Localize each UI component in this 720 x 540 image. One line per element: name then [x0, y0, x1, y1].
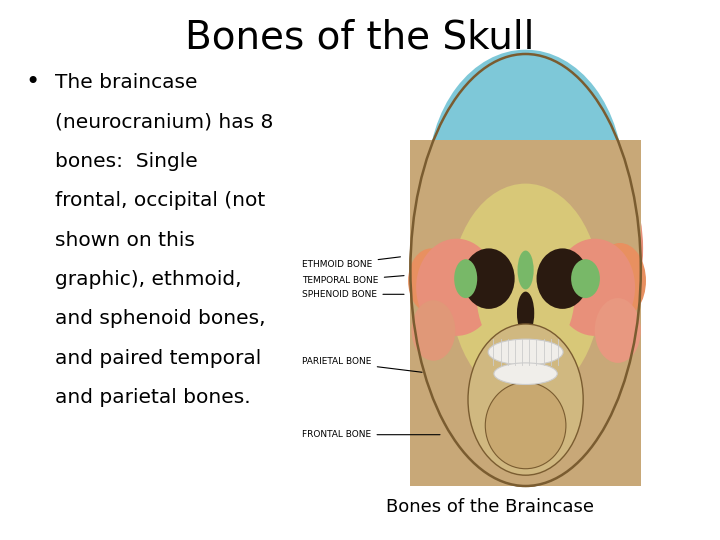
- Ellipse shape: [414, 178, 472, 319]
- FancyBboxPatch shape: [410, 184, 641, 486]
- Text: and paired temporal: and paired temporal: [55, 349, 261, 368]
- Text: Bones of the Skull: Bones of the Skull: [185, 19, 535, 57]
- Ellipse shape: [549, 150, 641, 312]
- Text: PARIETAL BONE: PARIETAL BONE: [302, 357, 422, 372]
- Text: shown on this: shown on this: [55, 231, 195, 249]
- Ellipse shape: [574, 173, 643, 324]
- Text: and parietal bones.: and parietal bones.: [55, 388, 251, 407]
- Ellipse shape: [595, 298, 641, 363]
- Ellipse shape: [518, 251, 534, 289]
- Text: graphic), ethmoid,: graphic), ethmoid,: [55, 270, 242, 289]
- Ellipse shape: [428, 50, 624, 309]
- Ellipse shape: [536, 248, 588, 309]
- Text: bones:  Single: bones: Single: [55, 152, 198, 171]
- Ellipse shape: [416, 239, 497, 336]
- Text: ETHMOID BONE: ETHMOID BONE: [302, 257, 400, 269]
- Text: FRONTAL BONE: FRONTAL BONE: [302, 430, 440, 439]
- Ellipse shape: [477, 231, 575, 361]
- Text: Bones of the Braincase: Bones of the Braincase: [386, 498, 593, 516]
- Text: •: •: [25, 70, 40, 94]
- Text: SPHENOID BONE: SPHENOID BONE: [302, 290, 404, 299]
- Ellipse shape: [571, 259, 600, 298]
- FancyBboxPatch shape: [410, 140, 641, 400]
- Ellipse shape: [485, 382, 566, 469]
- Ellipse shape: [488, 339, 563, 365]
- Ellipse shape: [410, 150, 503, 312]
- Ellipse shape: [454, 259, 477, 298]
- Text: The braincase: The braincase: [55, 73, 198, 92]
- Text: TEMPORAL BONE: TEMPORAL BONE: [302, 275, 404, 285]
- Ellipse shape: [463, 248, 515, 309]
- Ellipse shape: [408, 248, 454, 313]
- Ellipse shape: [412, 300, 455, 361]
- Ellipse shape: [594, 243, 646, 319]
- Text: and sphenoid bones,: and sphenoid bones,: [55, 309, 266, 328]
- Text: frontal, occipital (not: frontal, occipital (not: [55, 191, 266, 210]
- Ellipse shape: [517, 292, 534, 335]
- Ellipse shape: [494, 363, 557, 384]
- Ellipse shape: [451, 184, 600, 400]
- Ellipse shape: [410, 54, 641, 486]
- Ellipse shape: [468, 324, 583, 475]
- Ellipse shape: [554, 239, 635, 336]
- Ellipse shape: [435, 62, 608, 288]
- Text: (neurocranium) has 8: (neurocranium) has 8: [55, 112, 274, 131]
